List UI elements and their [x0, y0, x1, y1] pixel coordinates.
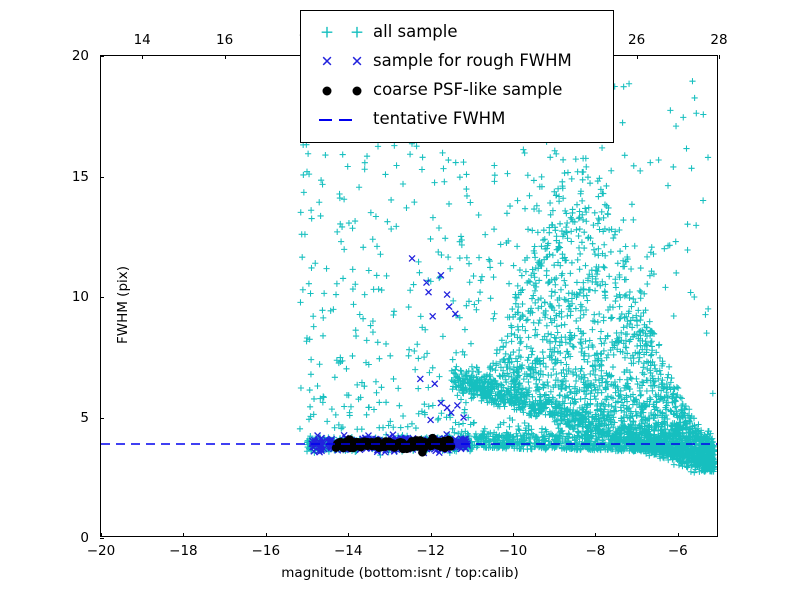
- x-tick-label-bottom: −8: [585, 543, 606, 559]
- x-tick-bottom: [513, 533, 514, 537]
- x-tick-label-bottom: −20: [86, 543, 116, 559]
- circle-icon: [352, 86, 362, 95]
- x-tick-label-top: 26: [628, 32, 646, 48]
- x-tick-label-bottom: −10: [498, 543, 528, 559]
- x-tick-bottom: [183, 533, 185, 537]
- chart-legend: + + all sample ✕ ✕ sample for rough FWHM…: [300, 10, 614, 143]
- y-tick-label-left: 20: [71, 48, 89, 64]
- x-tick-label-bottom: −6: [667, 543, 688, 559]
- legend-marker-plus: + +: [311, 23, 373, 43]
- legend-label: tentative FWHM: [373, 109, 506, 129]
- x-tick-bottom: [677, 533, 679, 537]
- legend-label: coarse PSF-like sample: [373, 80, 563, 100]
- legend-item-rough-fwhm: ✕ ✕ sample for rough FWHM: [311, 47, 603, 76]
- x-tick-bottom: [348, 533, 350, 537]
- x-tick-top: [719, 55, 720, 59]
- plot-axes: FWHM (pix) −20−18−16−14−12−10−8−61416182…: [72, 32, 728, 559]
- legend-label: all sample: [373, 22, 458, 42]
- x-tick-bottom: [430, 533, 432, 537]
- cross-icon: ✕: [320, 52, 334, 70]
- y-tick-left: [100, 297, 104, 298]
- x-tick-bottom: [595, 533, 597, 537]
- x-tick-bottom: [101, 533, 102, 537]
- scatter-coarse-psf: [331, 433, 456, 457]
- x-tick-bottom: [265, 533, 267, 537]
- plus-icon: +: [349, 22, 365, 42]
- legend-marker-cross: ✕ ✕: [311, 52, 373, 72]
- cross-icon: ✕: [350, 52, 364, 70]
- legend-label: sample for rough FWHM: [373, 51, 572, 71]
- x-tick-top: [636, 55, 638, 59]
- y-tick-left: [100, 176, 104, 178]
- legend-marker-dashed-line: [311, 110, 373, 130]
- y-tick-label-left: 10: [71, 289, 89, 305]
- y-tick-left: [100, 417, 104, 419]
- x-tick-top: [142, 55, 144, 59]
- plus-icon: +: [319, 22, 335, 42]
- y-tick-left: [100, 538, 104, 539]
- dashed-line-icon: [319, 118, 332, 121]
- y-tick-label-left: 15: [71, 168, 89, 185]
- y-tick-label-left: 0: [80, 530, 89, 546]
- x-tick-label-top: 16: [216, 32, 234, 48]
- x-tick-top: [224, 55, 226, 59]
- x-tick-label-top: 28: [710, 32, 728, 48]
- legend-item-tentative-fwhm: tentative FWHM: [311, 105, 603, 134]
- legend-marker-circle: [311, 81, 373, 101]
- x-tick-label-bottom: −16: [251, 543, 281, 559]
- scatter-layer: [101, 57, 717, 476]
- x-tick-label-bottom: −14: [333, 543, 363, 559]
- y-tick-label-left: 5: [80, 409, 89, 426]
- x-axis-label: magnitude (bottom:isnt / top:calib): [281, 565, 519, 581]
- plot-area: [101, 56, 717, 536]
- legend-item-coarse-psf: coarse PSF-like sample: [311, 76, 603, 105]
- x-tick-label-bottom: −12: [416, 543, 445, 559]
- circle-icon: [322, 86, 332, 95]
- dashed-line-icon: [339, 118, 352, 121]
- y-tick-left: [100, 56, 104, 57]
- x-tick-label-bottom: −18: [169, 543, 198, 559]
- legend-item-all-sample: + + all sample: [311, 18, 603, 47]
- x-tick-label-top: 14: [133, 32, 151, 48]
